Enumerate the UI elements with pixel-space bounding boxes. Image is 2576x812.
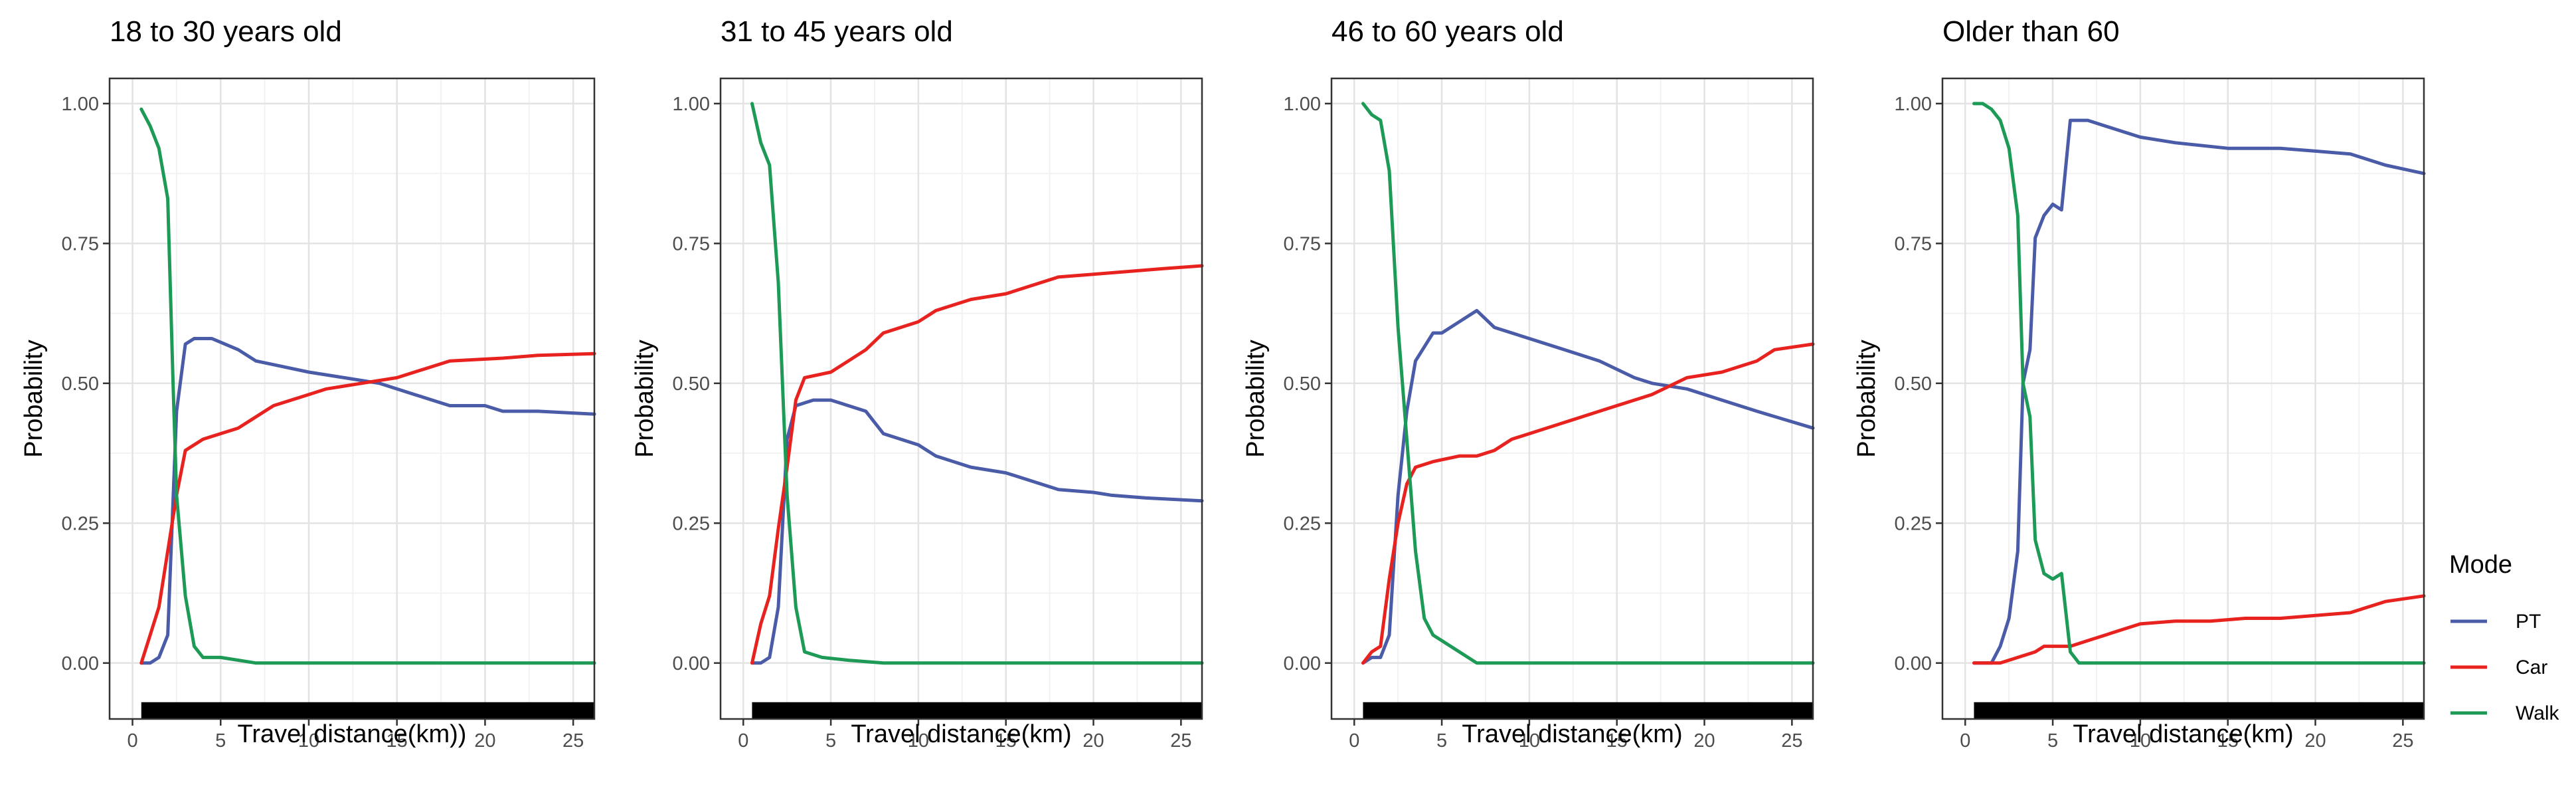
- y-tick-label: 0.75: [1895, 233, 1932, 254]
- series-line-pt: [1972, 118, 2426, 665]
- y-tick-label: 0.25: [1895, 513, 1932, 534]
- y-axis-label: Probability: [631, 340, 659, 457]
- plot-background: [1331, 78, 1813, 719]
- panel-border: [719, 77, 1203, 720]
- y-tick-label: 0.00: [673, 653, 710, 674]
- y-tick-label: 1.00: [1284, 94, 1321, 115]
- x-tick-label: 10: [2130, 730, 2151, 752]
- plot-background: [110, 78, 594, 719]
- y-axis-label: Probability: [1853, 340, 1881, 457]
- panel-title: 31 to 45 years old: [721, 15, 953, 48]
- series-line-walk: [1972, 102, 2426, 665]
- x-tick-label: 10: [298, 730, 319, 752]
- x-axis-label: Travel distance(km): [1462, 720, 1682, 748]
- x-tick-label: 5: [215, 730, 226, 752]
- y-tick-label: 0.50: [1895, 373, 1932, 395]
- panel-border: [1941, 77, 2425, 720]
- y-tick-label: 1.00: [62, 94, 99, 115]
- series-line-walk: [750, 102, 1204, 665]
- x-tick-label: 15: [2217, 730, 2239, 752]
- y-tick-label: 0.50: [62, 373, 99, 395]
- series-line-walk: [139, 107, 596, 665]
- y-tick-label: 0.75: [673, 233, 710, 254]
- rug-bar: [141, 702, 595, 719]
- legend: Mode PT Car Walk: [2449, 551, 2560, 724]
- y-tick-label: 0.75: [62, 233, 99, 254]
- x-tick-label: 0: [1349, 730, 1359, 752]
- y-tick-label: 0.00: [1284, 653, 1321, 674]
- panel-border: [108, 77, 596, 720]
- rug-bar: [752, 702, 1202, 719]
- x-tick-label: 20: [1082, 730, 1104, 752]
- legend-title: Mode: [2449, 551, 2512, 579]
- panel-2: 0 5 10 15 20 25 0.00 0.25 0.50 0.75 1.00 31 to 45 y…: [631, 15, 1204, 752]
- x-tick-label: 0: [738, 730, 748, 752]
- series-line-car: [1972, 594, 2426, 665]
- series-line-car: [750, 264, 1204, 665]
- panel-3: 0 5 10 15 20 25 0.00 0.25 0.50 0.75 1.00 46 to 60 y…: [1242, 15, 1815, 752]
- y-tick-label: 0.00: [1895, 653, 1932, 674]
- panel-title: 18 to 30 years old: [110, 15, 342, 48]
- x-tick-label: 5: [2047, 730, 2058, 752]
- series-line-walk: [1361, 102, 1815, 665]
- x-tick-label: 10: [908, 730, 929, 752]
- panel-1: 0 5 10 15 20 25 0.00 0.25 0.50 0.75 1.00 18 to 30 y…: [20, 15, 596, 752]
- legend-label-pt: PT: [2516, 611, 2541, 633]
- x-tick-label: 15: [386, 730, 408, 752]
- x-tick-label: 15: [1606, 730, 1628, 752]
- panel-title: 46 to 60 years old: [1331, 15, 1564, 48]
- x-tick-label: 5: [1436, 730, 1447, 752]
- y-tick-label: 0.00: [62, 653, 99, 674]
- plot-background: [721, 78, 1202, 719]
- x-axis-label: Travel distance(km): [851, 720, 1071, 748]
- x-tick-label: 20: [2304, 730, 2326, 752]
- y-tick-label: 0.50: [1284, 373, 1321, 395]
- y-axis-label: Probability: [20, 340, 48, 457]
- panel-4: 0 5 10 15 20 25 0.00 0.25 0.50 0.75 1.00 Older than…: [1853, 15, 2426, 752]
- plot-background: [1942, 78, 2424, 719]
- y-tick-label: 1.00: [673, 94, 710, 115]
- rug-bar: [1363, 702, 1813, 719]
- x-tick-label: 0: [127, 730, 137, 752]
- x-tick-label: 15: [995, 730, 1017, 752]
- x-tick-label: 0: [1960, 730, 1970, 752]
- series-line-pt: [750, 398, 1204, 665]
- y-tick-label: 0.75: [1284, 233, 1321, 254]
- rug-bar: [1974, 702, 2424, 719]
- x-tick-label: 25: [1170, 730, 1191, 752]
- series-line-car: [1361, 342, 1815, 665]
- x-tick-label: 5: [825, 730, 836, 752]
- series-line-car: [139, 352, 596, 665]
- y-tick-label: 0.25: [673, 513, 710, 534]
- legend-label-walk: Walk: [2516, 702, 2560, 724]
- x-tick-label: 20: [1693, 730, 1715, 752]
- y-tick-label: 0.25: [1284, 513, 1321, 534]
- x-tick-label: 25: [2392, 730, 2413, 752]
- series-line-pt: [139, 337, 596, 665]
- y-tick-label: 0.50: [673, 373, 710, 395]
- y-tick-label: 0.25: [62, 513, 99, 534]
- x-axis-label: Travel distance(km): [2073, 720, 2293, 748]
- x-tick-label: 10: [1519, 730, 1540, 752]
- x-tick-label: 20: [474, 730, 495, 752]
- y-tick-label: 1.00: [1895, 94, 1932, 115]
- series-line-pt: [1361, 308, 1815, 665]
- legend-label-car: Car: [2516, 657, 2547, 678]
- y-axis-label: Probability: [1242, 340, 1270, 457]
- panel-border: [1330, 77, 1814, 720]
- x-tick-label: 25: [1781, 730, 1802, 752]
- x-tick-label: 25: [562, 730, 584, 752]
- panel-title: Older than 60: [1942, 15, 2120, 48]
- x-axis-label: Travel distance(km)): [238, 720, 467, 748]
